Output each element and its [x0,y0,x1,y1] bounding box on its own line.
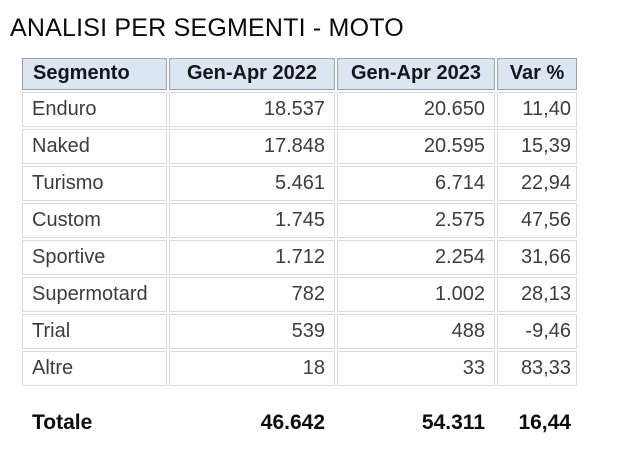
value-2022-cell: 18 [169,351,335,386]
segment-name-cell: Sportive [22,240,167,275]
column-header-gen-apr-2022: Gen-Apr 2022 [169,58,335,90]
value-2023-cell: 20.650 [337,92,495,127]
var-pct-cell: 22,94 [497,166,577,201]
segments-table: Segmento Gen-Apr 2022 Gen-Apr 2023 Var %… [20,56,579,443]
value-2023-cell: 20.595 [337,129,495,164]
value-2022-cell: 17.848 [169,129,335,164]
table-footer: Totale 46.642 54.311 16,44 [22,388,577,441]
total-var-value: 16,44 [518,411,571,434]
value-2023-cell: 6.714 [337,166,495,201]
value-2023-cell: 2.575 [337,203,495,238]
column-header-gen-apr-2023: Gen-Apr 2023 [337,58,495,90]
var-pct-cell: 15,39 [497,129,577,164]
table-body: Enduro 18.537 20.650 11,40 Naked 17.848 20.595… [22,92,577,386]
table-row: Supermotard 782 1.002 28,13 [22,277,577,312]
table-row: Enduro 18.537 20.650 11,40 [22,92,577,127]
table-row: Sportive 1.712 2.254 31,66 [22,240,577,275]
value-2023-cell: 2.254 [337,240,495,275]
column-header-var-pct: Var % [497,58,577,90]
table-row: Turismo 5.461 6.714 22,94 [22,166,577,201]
table-row: Naked 17.848 20.595 15,39 [22,129,577,164]
var-pct-cell: 47,56 [497,203,577,238]
segment-name-cell: Altre [22,351,167,386]
value-2023-cell: 33 [337,351,495,386]
value-2022-cell: 539 [169,314,335,349]
value-2022-cell: 18.537 [169,92,335,127]
var-pct-cell: 83,33 [497,351,577,386]
value-2022-cell: 1.712 [169,240,335,275]
value-2022-cell: 5.461 [169,166,335,201]
total-row: Totale 46.642 54.311 16,44 [22,388,577,441]
segment-name-cell: Trial [22,314,167,349]
value-2023-cell: 1.002 [337,277,495,312]
var-pct-cell: 28,13 [497,277,577,312]
total-label: Totale [32,411,93,434]
column-header-segmento: Segmento [22,58,167,90]
value-2022-cell: 782 [169,277,335,312]
segment-name-cell: Custom [22,203,167,238]
header-row: Segmento Gen-Apr 2022 Gen-Apr 2023 Var % [22,58,577,90]
segment-name-cell: Supermotard [22,277,167,312]
var-pct-cell: 31,66 [497,240,577,275]
value-2022-cell: 1.745 [169,203,335,238]
table-row: Altre 18 33 83,33 [22,351,577,386]
var-pct-cell: -9,46 [497,314,577,349]
table-row: Trial 539 488 -9,46 [22,314,577,349]
total-2023-value: 54.311 [421,411,485,434]
var-pct-cell: 11,40 [497,92,577,127]
total-2022-value: 46.642 [260,411,325,434]
page: { "title": "ANALISI PER SEGMENTI - MOTO"… [0,14,618,468]
value-2023-cell: 488 [337,314,495,349]
segment-name-cell: Naked [22,129,167,164]
segment-name-cell: Turismo [22,166,167,201]
page-title: ANALISI PER SEGMENTI - MOTO [10,14,404,42]
segment-name-cell: Enduro [22,92,167,127]
table-header: Segmento Gen-Apr 2022 Gen-Apr 2023 Var % [22,58,577,90]
table-row: Custom 1.745 2.575 47,56 [22,203,577,238]
